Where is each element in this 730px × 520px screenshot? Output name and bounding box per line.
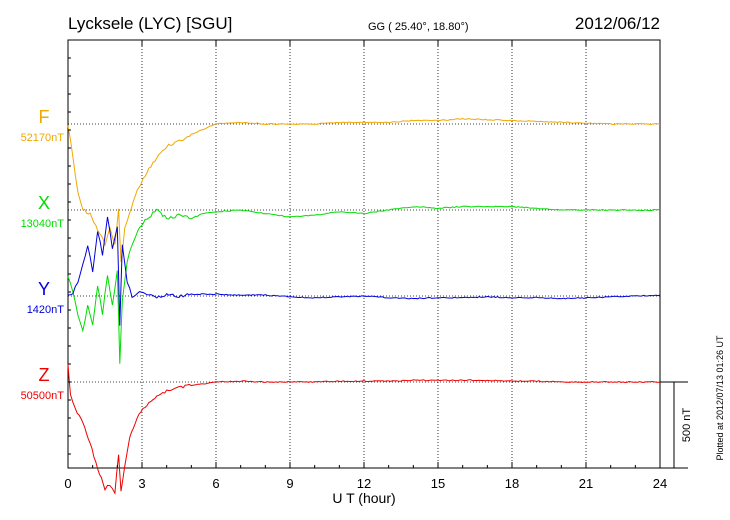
x-tick-label: 21 [579, 476, 593, 491]
chart-title: Lycksele (LYC) [SGU] [68, 14, 232, 33]
series-name-f: F [39, 107, 50, 127]
series-line-f [67, 117, 661, 263]
series-line-z [67, 364, 661, 495]
station-coordinates: GG ( 25.40°, 18.80°) [368, 21, 469, 33]
series-baseline-label-f: 52170nT [21, 132, 65, 144]
plotted-at-note: Plotted at 2012/07/13 01:26 UT [715, 335, 725, 461]
x-tick-label: 0 [64, 476, 71, 491]
x-tick-label: 12 [357, 476, 371, 491]
grid-lines [141, 40, 587, 468]
series-name-y: Y [38, 279, 50, 299]
series-baseline-label-z: 50500nT [21, 390, 65, 402]
x-tick-label: 6 [212, 476, 219, 491]
x-axis-ticks: 0 3 6 9 12 15 18 21 24 [64, 40, 667, 491]
x-tick-label: 18 [505, 476, 519, 491]
series-line-x [67, 205, 661, 364]
scale-bar: 500 nT [660, 381, 693, 469]
series-labels: F 52170nT X 13040nT Y 1420nT Z 50500nT [21, 107, 65, 402]
series-line-y [67, 216, 661, 326]
series-baseline-label-y: 1420nT [27, 304, 65, 316]
x-tick-label: 24 [653, 476, 667, 491]
series-baseline-label-x: 13040nT [21, 218, 65, 230]
series-name-x: X [38, 193, 50, 213]
x-tick-label: 15 [431, 476, 445, 491]
scale-bar-label: 500 nT [681, 408, 693, 443]
x-axis-label: U T (hour) [332, 490, 395, 506]
chart-date: 2012/06/12 [575, 14, 660, 33]
x-tick-label: 9 [286, 476, 293, 491]
x-tick-label: 3 [138, 476, 145, 491]
series-name-z: Z [39, 365, 50, 385]
series-lines [67, 117, 661, 495]
